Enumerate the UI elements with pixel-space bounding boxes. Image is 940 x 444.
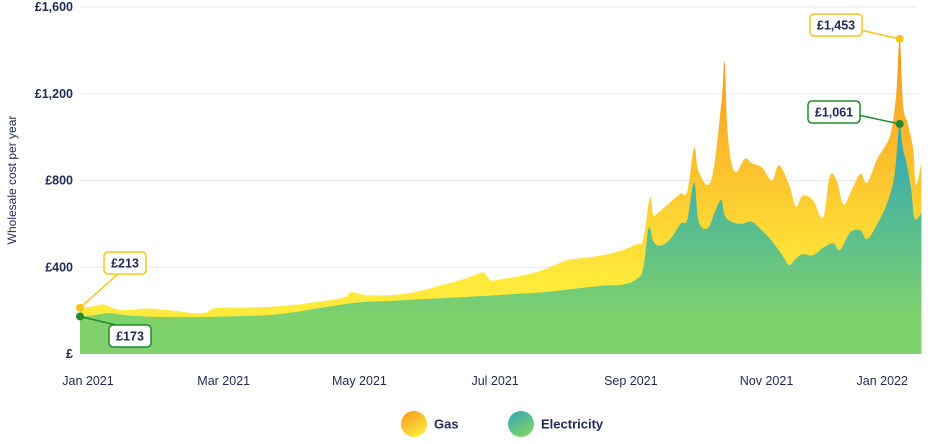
- legend: Gas Electricity: [401, 411, 604, 437]
- x-tick-label: Jan 2022: [857, 374, 908, 388]
- data-point-marker: [76, 303, 84, 312]
- callout-box: [108, 324, 152, 348]
- legend-item-gas: Gas: [401, 411, 459, 437]
- callout-label: £1,061: [815, 106, 853, 120]
- electricity-area: [80, 123, 922, 354]
- y-tick-label: £1,200: [35, 87, 73, 101]
- x-tick-label: Sep 2021: [604, 374, 658, 388]
- y-tick-label: £800: [45, 174, 73, 188]
- y-axis-label: Wholesale cost per year: [5, 116, 19, 245]
- y-tick-label: £: [66, 347, 73, 361]
- y-tick-label: £1,600: [35, 0, 73, 14]
- x-tick-label: May 2021: [332, 374, 387, 388]
- legend-item-electricity: Electricity: [508, 411, 604, 437]
- callout-box: [103, 251, 147, 275]
- annotations: £213 £173 £1,453 £1,061: [76, 13, 904, 348]
- data-point-marker: [76, 312, 84, 321]
- callout-connector: [79, 273, 119, 309]
- callout-label: £1,453: [817, 19, 855, 33]
- callout-connector: [79, 315, 117, 326]
- callout-box: [809, 13, 863, 37]
- legend-swatch: [401, 411, 427, 437]
- x-tick-label: Mar 2021: [197, 374, 250, 388]
- data-point-marker: [895, 119, 904, 128]
- legend-label: Electricity: [541, 417, 604, 432]
- legend-label: Gas: [434, 417, 459, 432]
- axis-layer: Wholesale cost per year ££400£800£1,200£…: [5, 0, 908, 388]
- callout-box: [807, 100, 861, 124]
- y-tick-label: £400: [45, 260, 73, 274]
- callout-connector: [857, 114, 900, 125]
- callout-connector: [859, 29, 900, 40]
- callout-label: £173: [116, 330, 144, 344]
- x-tick-label: Nov 2021: [740, 374, 794, 388]
- area-layer: [80, 38, 922, 355]
- x-tick-label: Jan 2021: [62, 374, 113, 388]
- callout-label: £213: [111, 257, 139, 271]
- legend-swatch: [508, 411, 534, 437]
- x-tick-label: Jul 2021: [471, 374, 518, 388]
- data-point-marker: [895, 34, 904, 43]
